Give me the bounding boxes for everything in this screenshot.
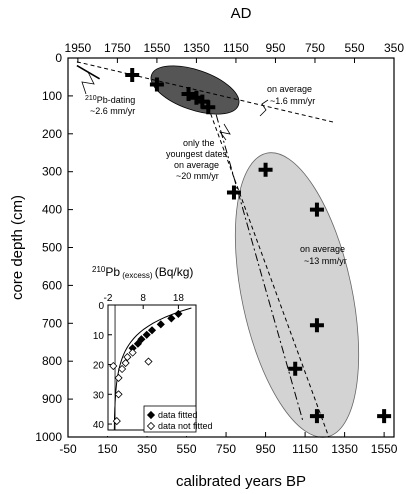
inset-point-fitted (142, 330, 151, 339)
y-tick-label: 0 (55, 51, 62, 65)
inset-point-not-fitted (112, 417, 121, 426)
data-point-cross (181, 87, 196, 102)
inset-point-not-fitted (121, 358, 130, 368)
top-tick-label: 1150 (223, 41, 249, 55)
annotation-avg-upper: on average (267, 84, 312, 94)
inset-x-tick-label: 8 (140, 293, 146, 304)
annotation-pb-rate: ~2.6 mm/yr (90, 106, 135, 116)
inset-point-fitted (133, 339, 142, 348)
top-tick-label: 1550 (144, 41, 171, 55)
inset-legend-marker (146, 410, 156, 420)
y-tick-label: 500 (42, 241, 62, 255)
bottom-tick-label: 1550 (371, 442, 398, 456)
data-point-cross (309, 202, 324, 217)
bottom-tick-label: 750 (216, 442, 236, 456)
inset-point-fitted (167, 314, 176, 323)
y-tick-label: 600 (42, 278, 62, 292)
annotation-pointer (81, 71, 95, 95)
inset-y-tick-label: 40 (93, 420, 105, 431)
y-tick-label: 700 (42, 316, 62, 330)
inset-point-not-fitted (144, 357, 153, 366)
data-point-cross (226, 185, 241, 200)
y-tick-label: 1000 (35, 430, 62, 444)
inset-point-not-fitted (123, 353, 132, 362)
inset-legend-label: data fitted (158, 410, 198, 420)
data-point-cross (258, 162, 273, 177)
annotation-young-3: on average (174, 160, 219, 170)
data-point-cross (125, 68, 140, 83)
top-tick-label: 750 (305, 41, 325, 55)
inset-x-tick-label: -2 (104, 293, 113, 304)
main-chart: -50 150 350 550 750 950 1150 1350 1550 1950 1750 15… (9, 5, 404, 490)
data-point-cross (288, 361, 303, 376)
inset-point-not-fitted (118, 364, 127, 374)
inset-point-not-fitted (128, 348, 137, 357)
bottom-tick-label: 950 (256, 442, 276, 456)
bottom-tick-label: 1350 (331, 442, 358, 456)
inset-legend-label: data not fitted (158, 421, 213, 431)
inset-title: 210Pb (excess) (Bq/kg) (92, 265, 193, 280)
top-tick-label: 1350 (183, 41, 210, 55)
bottom-tick-label: -50 (59, 442, 77, 456)
fit-line-dashdot-3 (215, 114, 304, 422)
top-axis-title: AD (231, 5, 252, 22)
fit-line-dashed-1 (76, 61, 335, 123)
annotation-young-2: youngest dates (166, 149, 228, 159)
annotation-young-1: only the (183, 138, 215, 148)
inset-point-not-fitted (109, 361, 118, 371)
inset-y-tick-label: 20 (93, 361, 105, 372)
annotation-avg-lower-rate: ~13 mm/yr (304, 256, 347, 266)
data-point-cross (201, 100, 216, 115)
top-tick-label: 1750 (104, 41, 131, 55)
y-tick-label: 800 (42, 354, 62, 368)
y-tick-label: 200 (42, 127, 62, 141)
top-tick-label: 350 (384, 41, 404, 55)
data-point-cross (149, 77, 164, 92)
y-axis-title: core depth (cm) (9, 195, 26, 300)
bottom-tick-label: 550 (177, 442, 197, 456)
inset-legend-marker (146, 421, 156, 431)
annotation-avg-upper-rate: ~1.6 mm/yr (270, 96, 315, 106)
y-tick-label: 400 (42, 203, 62, 217)
data-point-cross (377, 409, 392, 424)
inset-point-fitted (137, 335, 146, 344)
inset-point-not-fitted (114, 373, 123, 382)
bottom-tick-label: 150 (97, 442, 117, 456)
annotation-pointer (219, 123, 231, 141)
data-point-cross (309, 318, 324, 333)
fit-line-dashed-2 (207, 107, 330, 438)
y-tick-label: 900 (42, 392, 62, 406)
top-tick-label: 1950 (65, 41, 92, 55)
y-tick-label: 300 (42, 165, 62, 179)
inset-point-fitted (174, 309, 183, 318)
inset-x-tick-label: 18 (173, 293, 185, 304)
inset-y-tick-label: 30 (93, 390, 105, 401)
top-tick-label: 950 (265, 41, 285, 55)
inset-point-fitted (147, 326, 157, 335)
annotation-avg-lower: on average (300, 244, 345, 254)
inset-point-fitted (156, 320, 165, 329)
annotation-pointer (259, 99, 269, 117)
region-lower (234, 152, 360, 438)
data-point-cross (309, 409, 324, 424)
inset-point-not-fitted (114, 390, 123, 399)
top-tick-label: 550 (344, 41, 364, 55)
annotation-young-4: ~20 mm/yr (176, 171, 219, 181)
bottom-axis-title: calibrated years BP (176, 473, 306, 490)
bottom-tick-label: 350 (137, 442, 157, 456)
inset-y-tick-label: 10 (93, 331, 105, 342)
inset-chart: 210Pb (excess) (Bq/kg) -2 8 18 0 10 20 30 40 data… (76, 258, 213, 436)
annotation-pb-dating: 210Pb-dating (85, 95, 135, 105)
bottom-tick-label: 1150 (292, 442, 318, 456)
y-tick-label: 100 (42, 89, 62, 103)
inset-y-tick-label: 0 (98, 301, 104, 312)
